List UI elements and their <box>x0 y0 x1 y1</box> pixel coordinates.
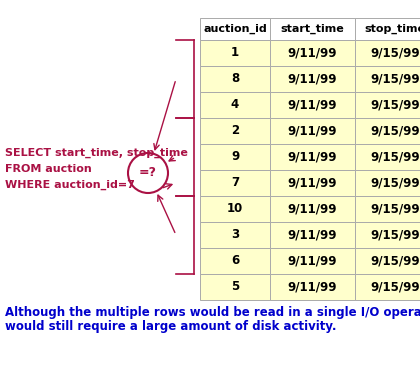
Text: 9/11/99: 9/11/99 <box>288 99 337 111</box>
Bar <box>270 92 355 118</box>
Text: 8: 8 <box>231 72 239 86</box>
Bar <box>355 222 420 248</box>
Text: 9/11/99: 9/11/99 <box>288 177 337 189</box>
Text: 6: 6 <box>231 255 239 267</box>
Bar <box>355 196 420 222</box>
Text: 10: 10 <box>227 202 243 216</box>
Bar <box>270 144 355 170</box>
Text: 9/15/99: 9/15/99 <box>370 228 420 242</box>
Text: 9/11/99: 9/11/99 <box>288 202 337 216</box>
Text: 9/11/99: 9/11/99 <box>288 150 337 164</box>
Text: would still require a large amount of disk activity.: would still require a large amount of di… <box>5 320 336 333</box>
Text: 9/11/99: 9/11/99 <box>288 255 337 267</box>
Bar <box>270 40 355 66</box>
Bar <box>200 196 270 222</box>
Bar <box>200 92 270 118</box>
Text: 9/15/99: 9/15/99 <box>370 280 420 294</box>
Bar <box>200 170 270 196</box>
Bar <box>270 170 355 196</box>
Bar <box>355 248 420 274</box>
Bar <box>200 118 270 144</box>
Bar <box>355 40 420 66</box>
Text: 5: 5 <box>231 280 239 294</box>
Bar <box>270 196 355 222</box>
Text: 3: 3 <box>231 228 239 242</box>
Bar <box>200 18 270 40</box>
Text: FROM auction: FROM auction <box>5 164 92 174</box>
Bar <box>355 170 420 196</box>
Text: 9/15/99: 9/15/99 <box>370 124 420 138</box>
Text: auction_id: auction_id <box>203 24 267 34</box>
Bar <box>270 222 355 248</box>
Text: 9/15/99: 9/15/99 <box>370 255 420 267</box>
Bar <box>270 274 355 300</box>
Text: 1: 1 <box>231 46 239 60</box>
Bar <box>355 18 420 40</box>
Text: 9/11/99: 9/11/99 <box>288 280 337 294</box>
Text: 2: 2 <box>231 124 239 138</box>
Text: SELECT start_time, stop_time: SELECT start_time, stop_time <box>5 148 188 158</box>
Text: 9/11/99: 9/11/99 <box>288 124 337 138</box>
Bar <box>200 222 270 248</box>
Text: stop_time: stop_time <box>365 24 420 34</box>
Text: 9/15/99: 9/15/99 <box>370 150 420 164</box>
Text: start_time: start_time <box>281 24 344 34</box>
Text: WHERE auction_id=7: WHERE auction_id=7 <box>5 180 135 190</box>
Text: =?: =? <box>139 166 157 180</box>
Bar <box>270 66 355 92</box>
Text: 9/15/99: 9/15/99 <box>370 99 420 111</box>
Text: 7: 7 <box>231 177 239 189</box>
Text: 9/11/99: 9/11/99 <box>288 228 337 242</box>
Text: 9/15/99: 9/15/99 <box>370 46 420 60</box>
Text: 9/15/99: 9/15/99 <box>370 177 420 189</box>
Bar <box>200 274 270 300</box>
Bar <box>200 40 270 66</box>
Bar <box>270 118 355 144</box>
Text: 9/11/99: 9/11/99 <box>288 72 337 86</box>
Bar <box>270 248 355 274</box>
Bar <box>200 66 270 92</box>
Bar <box>355 274 420 300</box>
Bar <box>355 144 420 170</box>
Bar <box>355 66 420 92</box>
Bar <box>200 144 270 170</box>
Bar <box>355 92 420 118</box>
Text: 9/11/99: 9/11/99 <box>288 46 337 60</box>
Text: 9/15/99: 9/15/99 <box>370 72 420 86</box>
Bar <box>200 248 270 274</box>
Text: 9: 9 <box>231 150 239 164</box>
Text: 9/15/99: 9/15/99 <box>370 202 420 216</box>
Bar <box>355 118 420 144</box>
Text: Although the multiple rows would be read in a single I/O operation, this type of: Although the multiple rows would be read… <box>5 306 420 319</box>
Text: 4: 4 <box>231 99 239 111</box>
Bar <box>270 18 355 40</box>
